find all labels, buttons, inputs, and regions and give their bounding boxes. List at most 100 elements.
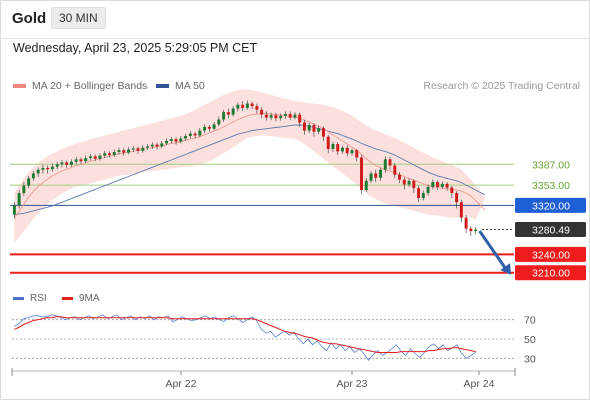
candle-body — [245, 103, 249, 108]
candle-body — [69, 161, 73, 165]
candle-body — [312, 125, 316, 132]
candle-body — [169, 139, 173, 141]
candle-body — [274, 115, 278, 119]
candle-body — [369, 173, 373, 181]
legend-label-ma9: 9MA — [79, 293, 100, 304]
candle-body — [27, 178, 31, 186]
candle-body — [136, 148, 140, 151]
level-label-support: 3210.00 — [532, 268, 570, 280]
candle-body — [41, 167, 45, 170]
candle-body — [188, 133, 192, 137]
rsi-tick-label: 50 — [524, 334, 536, 346]
legend-label-ma20: MA 20 + Bollinger Bands — [32, 80, 148, 92]
candle-body — [122, 150, 126, 153]
timeframe-button[interactable]: 30 MIN — [51, 7, 106, 29]
candle-body — [264, 114, 268, 118]
candle-body — [60, 162, 64, 165]
candle-body — [341, 147, 344, 152]
legend-ma9: 9MA — [62, 293, 100, 304]
level-label-resistance: 3387.00 — [532, 159, 570, 171]
level-label-resistance: 3353.00 — [532, 180, 570, 192]
legend-swatch-rsi — [13, 297, 24, 300]
candle-body — [307, 125, 311, 131]
rsi-tick-label: 70 — [524, 315, 536, 327]
legend-label-rsi: RSI — [30, 293, 47, 304]
candle-body — [421, 193, 425, 198]
time-tick-label: Apr 24 — [464, 378, 495, 390]
candle-body — [474, 229, 478, 232]
candle-body — [417, 188, 421, 198]
candle-body — [198, 130, 202, 136]
candle-body — [217, 119, 221, 125]
candle-body — [184, 136, 188, 139]
instrument-title: Gold — [12, 10, 47, 27]
candle-body — [383, 159, 387, 170]
candle-body — [150, 144, 154, 147]
candle-body — [412, 180, 416, 189]
legend-ma50: MA 50 — [156, 80, 205, 92]
candle-body — [179, 138, 183, 142]
ma50-line — [14, 124, 486, 215]
candle-body — [364, 180, 368, 190]
candle-body — [445, 183, 449, 188]
level-tag-support — [515, 246, 586, 262]
candle-body — [293, 114, 297, 118]
header-bar: Gold 30 MIN — [0, 0, 590, 39]
candle-body — [450, 187, 454, 194]
candle-body — [336, 144, 340, 152]
research-credit: Research © 2025 Trading Central — [423, 80, 580, 92]
candle-body — [193, 133, 197, 136]
legend-swatch-ma50 — [156, 84, 169, 88]
candle-body — [321, 128, 325, 137]
candle-body — [469, 228, 473, 232]
candle-body — [302, 122, 306, 131]
rsi-line — [14, 314, 476, 361]
candle-body — [165, 140, 169, 144]
time-tick-label: Apr 23 — [337, 378, 368, 390]
candle-body — [279, 115, 283, 119]
candle-body — [398, 174, 402, 180]
candle-body — [331, 144, 335, 149]
candle-body — [46, 167, 50, 170]
bollinger-band-area — [14, 89, 486, 243]
candle-body — [22, 185, 26, 194]
forecast-arrow-shaft — [478, 230, 507, 269]
level-tag-support — [515, 265, 586, 281]
candle-body — [12, 205, 16, 215]
candle-body — [393, 165, 397, 175]
candle-body — [431, 182, 435, 187]
level-tag-resistance — [515, 156, 586, 172]
candle-body — [388, 159, 392, 166]
candle-body — [355, 150, 359, 158]
candle-body — [374, 173, 378, 178]
forecast-arrow-head — [500, 263, 511, 275]
legend-rsi: RSI — [13, 293, 47, 304]
level-label-pivot: 3320.00 — [532, 200, 570, 212]
candle-body — [241, 104, 245, 108]
candle-body — [50, 166, 54, 170]
candle-body — [250, 103, 254, 107]
candle-body — [108, 153, 111, 156]
candle-body — [141, 147, 145, 151]
candle-body — [226, 112, 230, 115]
candle-body — [84, 158, 88, 162]
candle-body — [407, 180, 411, 185]
candle-body — [98, 155, 102, 159]
candle-body — [31, 173, 35, 179]
candle-body — [283, 114, 287, 116]
candle-body — [74, 159, 78, 162]
candle-body — [103, 153, 107, 156]
candle-body — [269, 115, 273, 118]
candle-body — [350, 150, 354, 154]
legend-ma20-bb: MA 20 + Bollinger Bands — [13, 80, 147, 92]
candle-body — [326, 136, 330, 149]
candle-body — [55, 164, 59, 167]
ma20-line — [14, 112, 486, 218]
legend-swatch-ma20 — [13, 84, 26, 88]
candle-body — [112, 152, 116, 156]
level-label-last: 3280.49 — [532, 225, 570, 237]
candle-body — [88, 156, 92, 159]
rsi-ma9-line — [14, 316, 476, 353]
candle-body — [464, 217, 468, 229]
